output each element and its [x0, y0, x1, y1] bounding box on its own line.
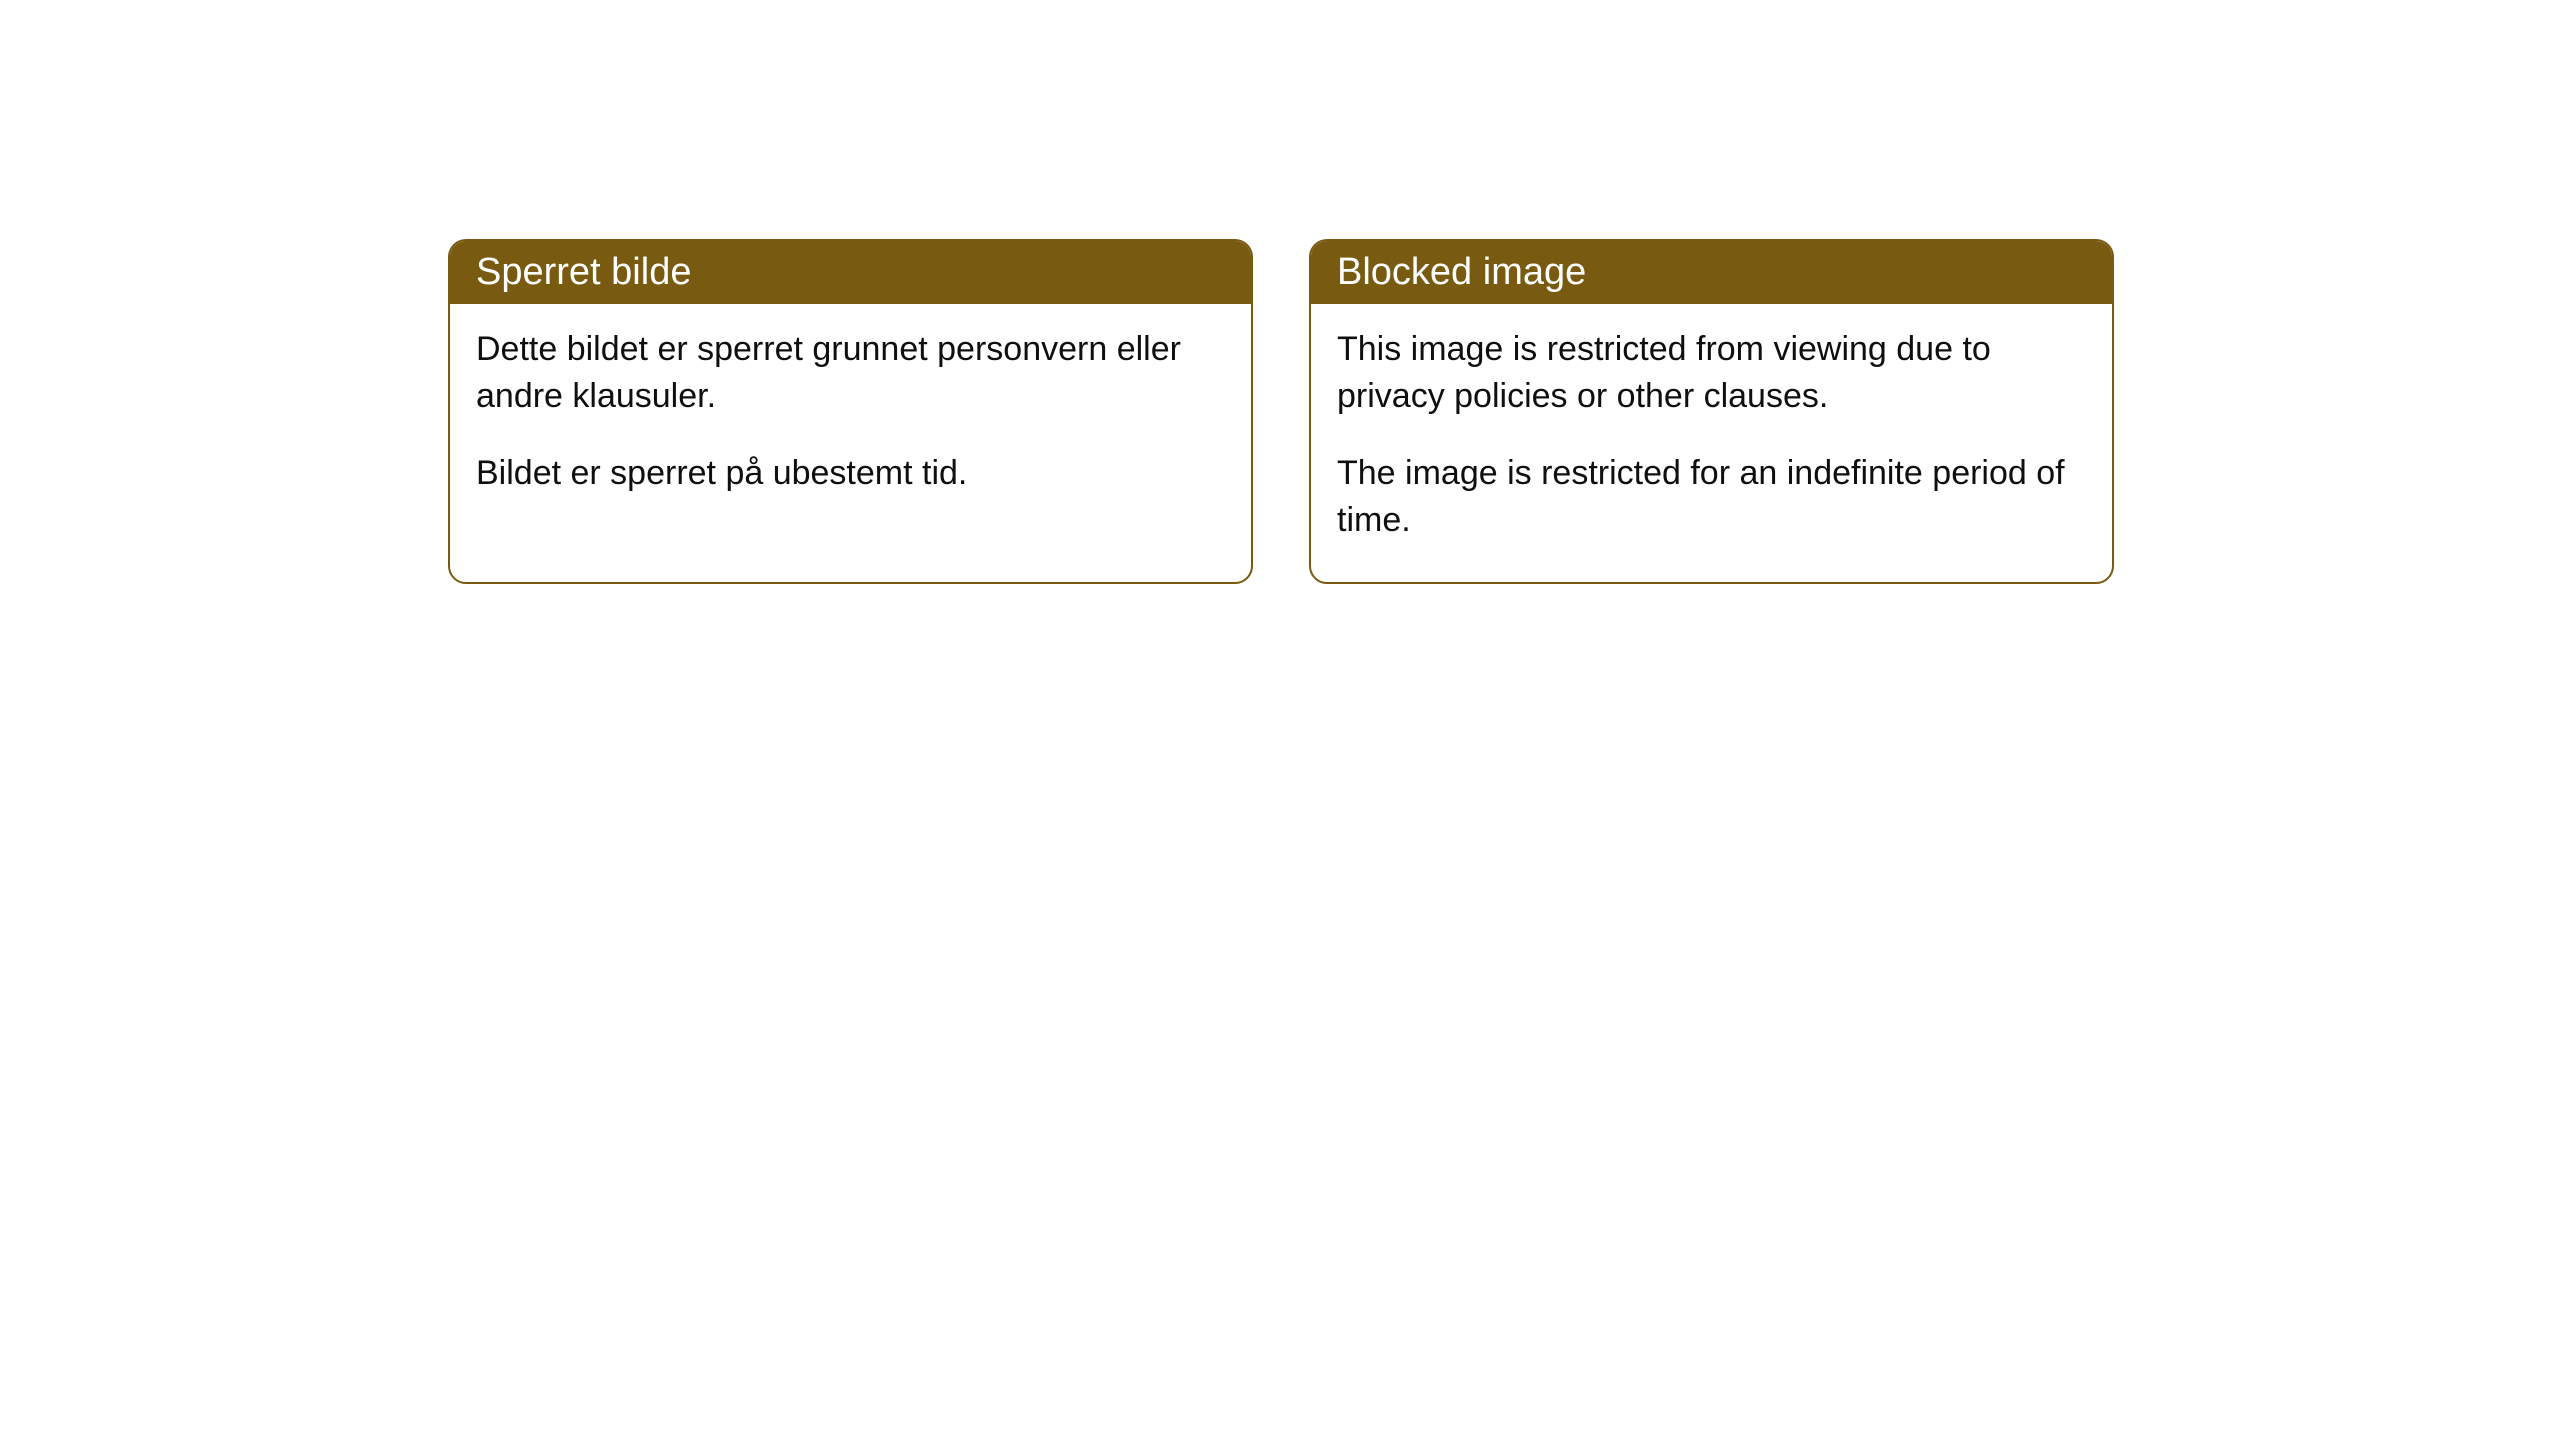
card-paragraph: Dette bildet er sperret grunnet personve…	[476, 326, 1225, 420]
card-paragraph: Bildet er sperret på ubestemt tid.	[476, 450, 1225, 497]
notification-card-english: Blocked image This image is restricted f…	[1309, 239, 2114, 584]
card-body: Dette bildet er sperret grunnet personve…	[450, 304, 1251, 535]
card-header: Sperret bilde	[450, 241, 1251, 304]
notification-cards-container: Sperret bilde Dette bildet er sperret gr…	[448, 239, 2114, 584]
card-paragraph: The image is restricted for an indefinit…	[1337, 450, 2086, 544]
notification-card-norwegian: Sperret bilde Dette bildet er sperret gr…	[448, 239, 1253, 584]
card-body: This image is restricted from viewing du…	[1311, 304, 2112, 582]
card-paragraph: This image is restricted from viewing du…	[1337, 326, 2086, 420]
card-header: Blocked image	[1311, 241, 2112, 304]
